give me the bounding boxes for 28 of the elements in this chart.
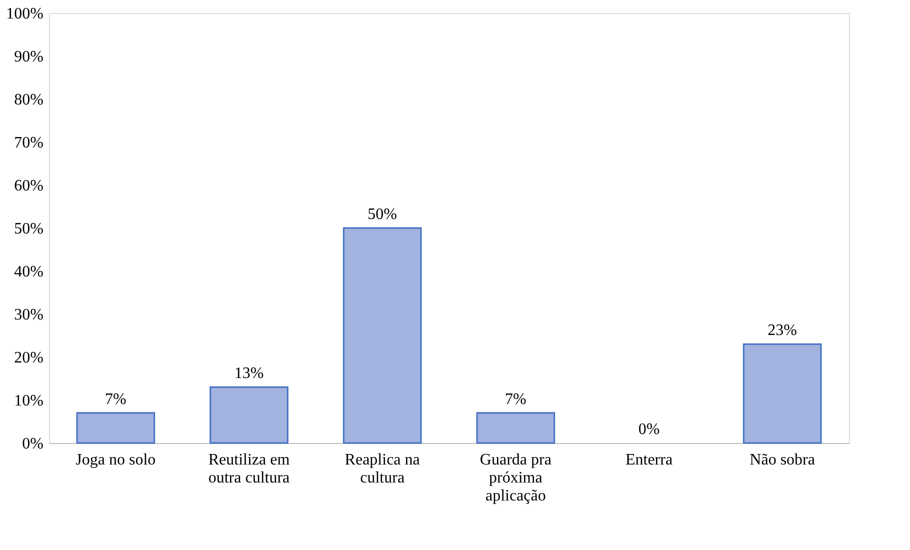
data-label: 50%	[368, 206, 397, 223]
x-tick-label: Enterra	[625, 452, 673, 468]
y-tick-label: 60%	[14, 178, 44, 194]
data-label: 13%	[234, 365, 264, 382]
y-tick-label: 20%	[14, 350, 44, 366]
x-tick-label: Reaplica na cultura	[344, 452, 420, 486]
data-label: 23%	[768, 322, 797, 340]
y-tick-label: 30%	[14, 306, 44, 324]
x-tick-label: Joga no solo	[76, 452, 156, 468]
y-tick-label: 70%	[14, 134, 44, 152]
bar	[76, 412, 156, 444]
data-label: 7%	[505, 390, 526, 408]
bar	[210, 386, 288, 444]
y-tick-label: 40%	[14, 264, 44, 280]
bar	[742, 343, 822, 444]
data-label: 7%	[105, 390, 126, 408]
x-tick-label: Não sobra	[750, 452, 815, 468]
bar	[476, 412, 556, 444]
y-tick-label: 100%	[6, 6, 44, 22]
y-tick-label: 50%	[14, 220, 44, 238]
x-tick-label: Guarda pra próxima aplicação	[480, 452, 552, 504]
y-tick-label: 80%	[14, 92, 44, 108]
data-label: 0%	[638, 421, 660, 438]
y-tick-label: 10%	[14, 392, 44, 410]
y-tick-label: 0%	[22, 436, 44, 452]
x-tick-label: Reutiliza em outra cultura	[208, 452, 290, 486]
bar	[342, 227, 422, 444]
y-tick-label: 90%	[14, 48, 44, 66]
